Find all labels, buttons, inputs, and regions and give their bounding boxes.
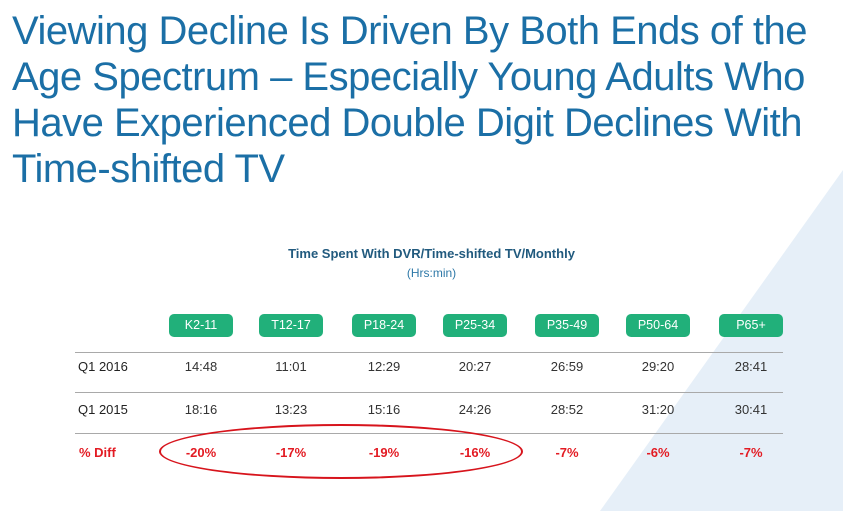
- table-cell: 20:27: [458, 359, 492, 374]
- diff-cell: -7%: [555, 445, 579, 460]
- table-cell: 14:48: [184, 359, 218, 374]
- table-cell: 26:59: [550, 359, 584, 374]
- table-cell: 13:23: [274, 402, 308, 417]
- table-cell: 15:16: [367, 402, 401, 417]
- table-divider: [75, 392, 783, 393]
- column-header-k2-11: K2-11: [169, 314, 233, 337]
- table-cell: 28:41: [734, 359, 768, 374]
- table-cell: 24:26: [458, 402, 492, 417]
- column-header-p35-49: P35-49: [535, 314, 599, 337]
- table-divider: [75, 352, 783, 353]
- table-cell: 29:20: [641, 359, 675, 374]
- column-header-p18-24: P18-24: [352, 314, 416, 337]
- table-subtitle: (Hrs:min): [406, 266, 457, 280]
- table-cell: 30:41: [734, 402, 768, 417]
- row-label-q1-2016: Q1 2016: [78, 359, 128, 374]
- diff-cell: -7%: [739, 445, 763, 460]
- column-header-t12-17: T12-17: [259, 314, 323, 337]
- table-cell: 18:16: [184, 402, 218, 417]
- slide-title: Viewing Decline Is Driven By Both Ends o…: [12, 9, 807, 191]
- table-cell: 11:01: [275, 359, 307, 374]
- column-header-p25-34: P25-34: [443, 314, 507, 337]
- table-cell: 31:20: [641, 402, 675, 417]
- table-cell: 12:29: [367, 359, 401, 374]
- column-header-p50-64: P50-64: [626, 314, 690, 337]
- diff-cell: -6%: [646, 445, 670, 460]
- row-label-q1-2015: Q1 2015: [78, 402, 128, 417]
- highlight-ellipse: [159, 424, 523, 479]
- table-title: Time Spent With DVR/Time-shifted TV/Mont…: [288, 246, 575, 261]
- row-label-percent-diff: % Diff: [79, 445, 116, 460]
- table-cell: 28:52: [550, 402, 584, 417]
- column-header-p65-plus: P65+: [719, 314, 783, 337]
